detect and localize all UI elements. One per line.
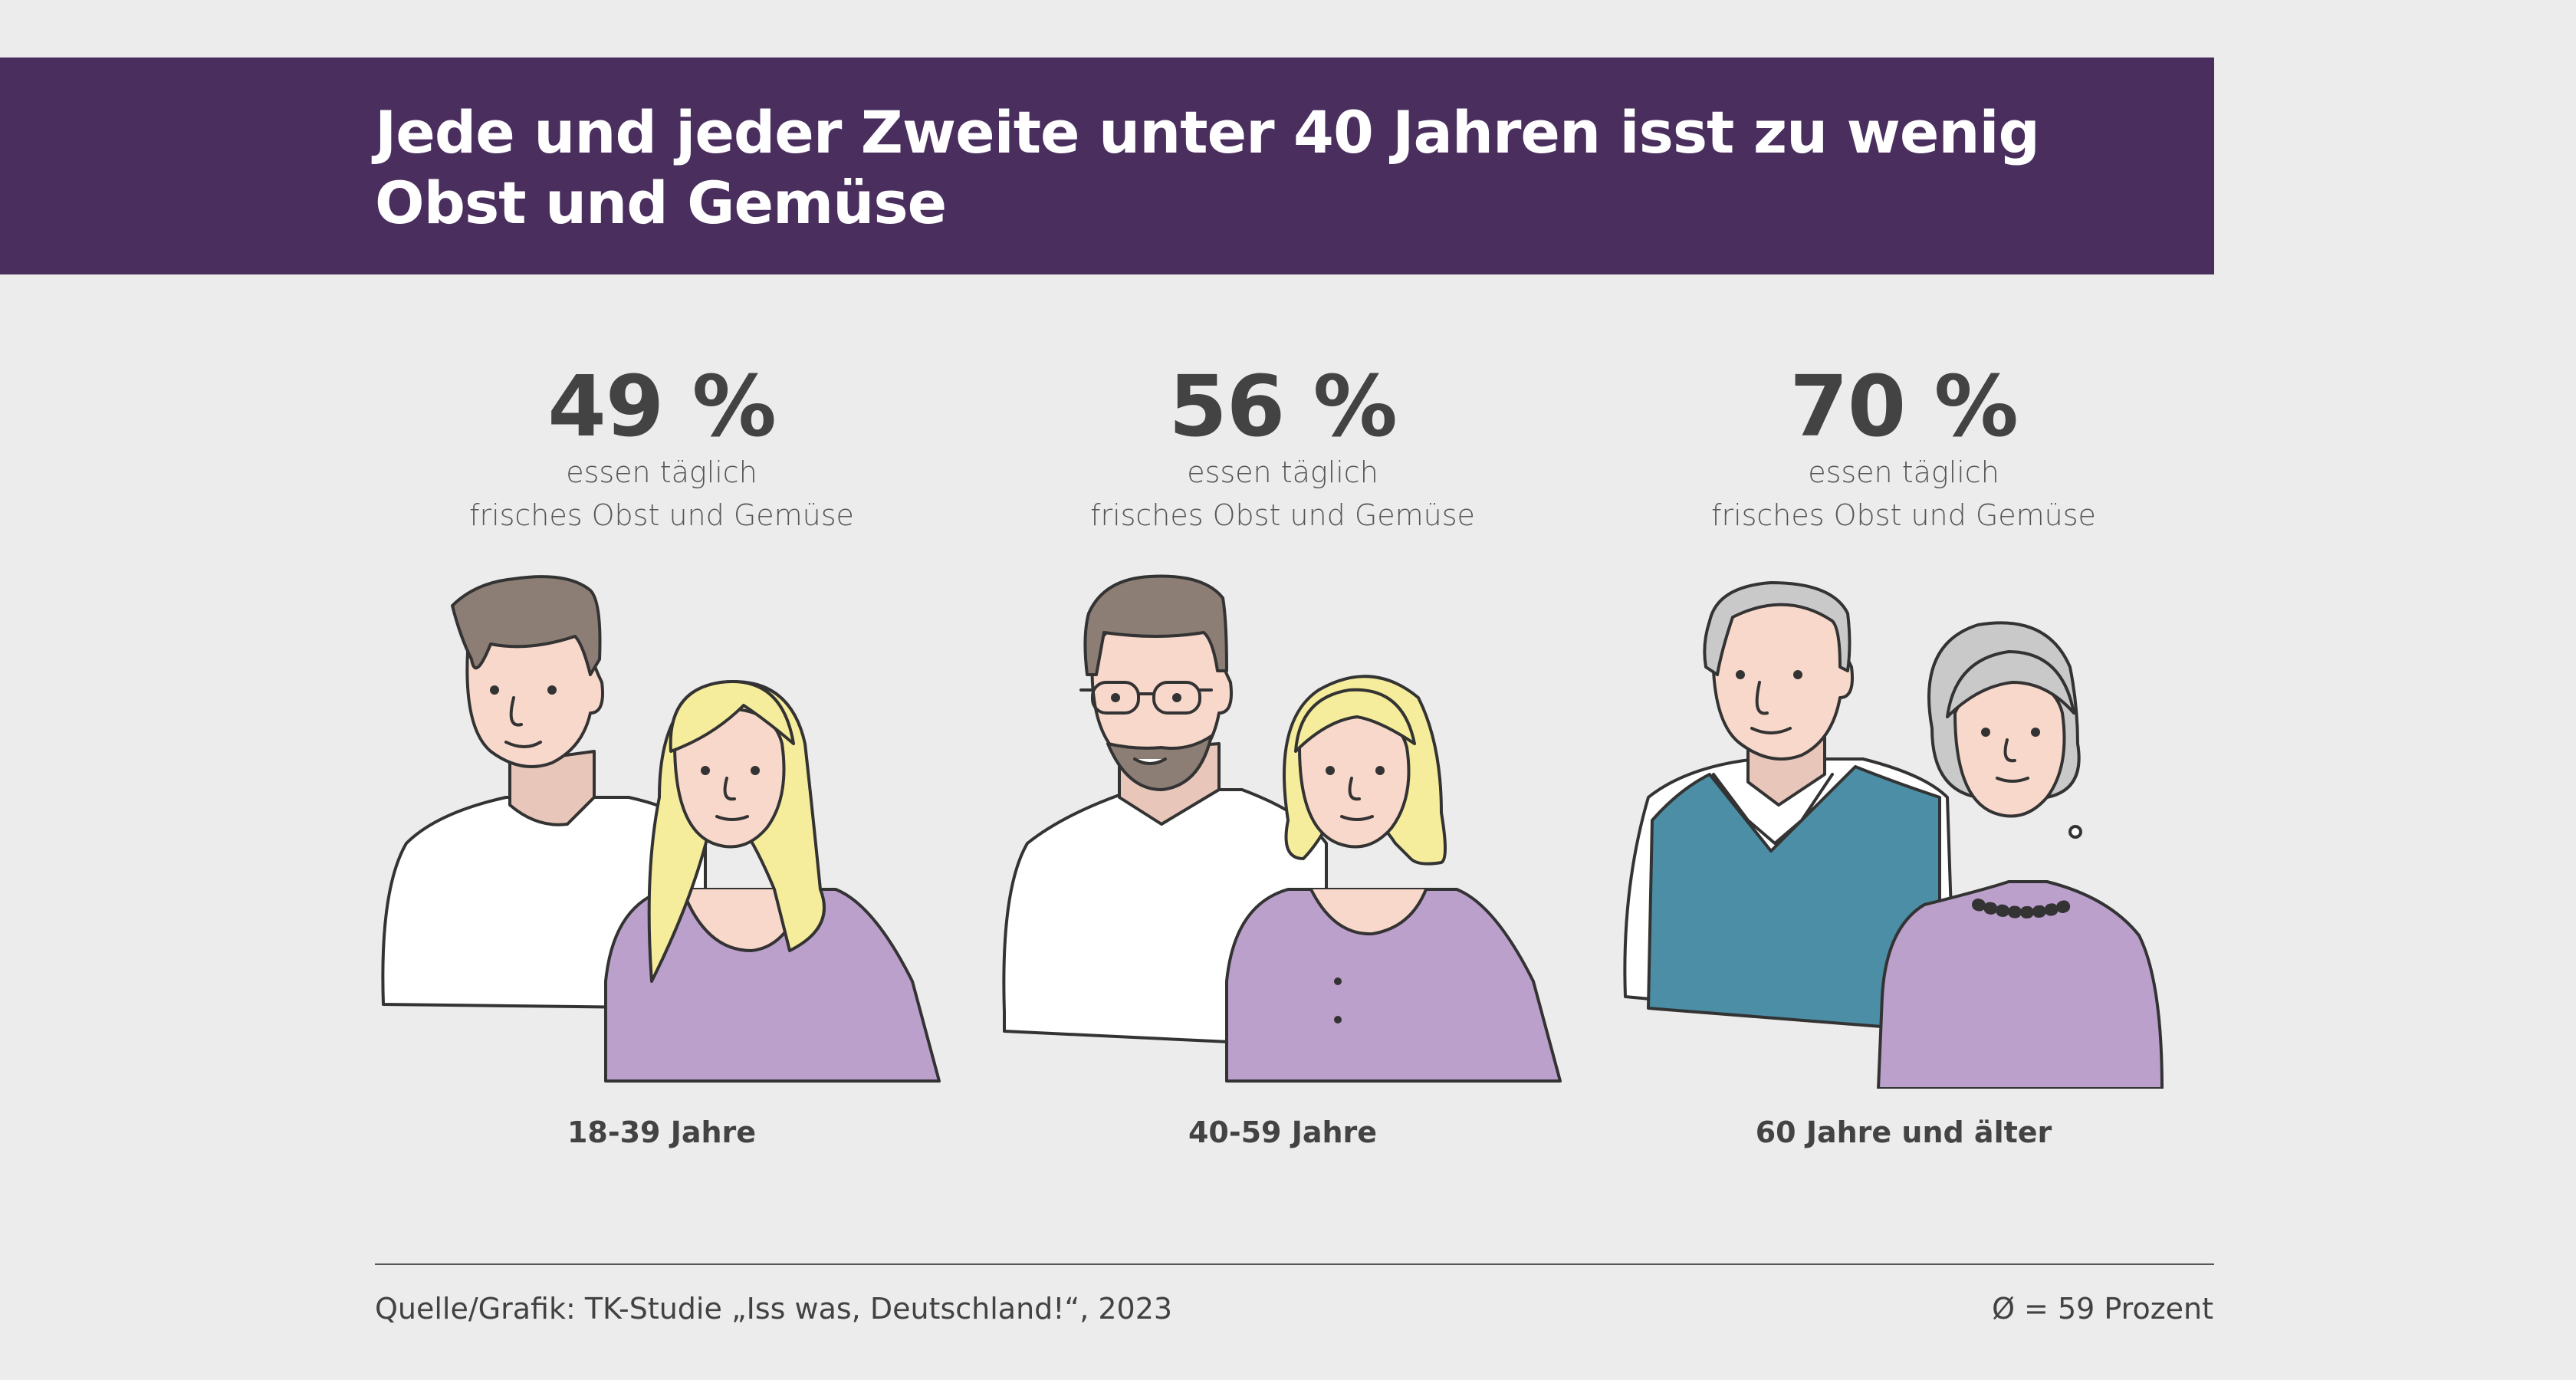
category-label: 40-59 Jahre [1188,1116,1378,1149]
description-line-2: frisches Obst und Gemüse [469,498,854,532]
title-banner: Jede und jeder Zweite unter 40 Jahren is… [0,58,2214,274]
value-label: 70 % [1789,357,2019,455]
illustration-senior-couple [1623,581,2164,1089]
page-title: Jede und jeder Zweite unter 40 Jahren is… [375,97,2138,238]
category-label: 60 Jahre und älter [1755,1116,2052,1149]
group-18-39: 49 % essen täglich frisches Obst und Gem… [393,360,930,538]
source-note: Quelle/Grafik: TK-Studie „Iss was, Deuts… [375,1292,1173,1326]
group-40-59: 56 % essen täglich frisches Obst und Gem… [1014,360,1551,538]
value-label: 49 % [547,357,777,455]
footer-divider [375,1263,2214,1265]
illustration-young-couple [381,575,941,1083]
group-60-plus: 70 % essen täglich frisches Obst und Gem… [1635,360,2172,538]
description-line-1: essen täglich [1808,455,1999,489]
category-label: 18-39 Jahre [567,1116,757,1149]
description-line-1: essen täglich [1187,455,1378,489]
description-line-2: frisches Obst und Gemüse [1090,498,1475,532]
title-line-2: Obst und Gemüse [375,169,947,237]
average-note: Ø = 59 Prozent [1992,1292,2213,1326]
title-line-1: Jede und jeder Zweite unter 40 Jahren is… [375,98,2040,166]
illustration-middle-aged-couple [1002,574,1562,1083]
value-label: 56 % [1168,357,1398,455]
description-line-1: essen täglich [566,455,757,489]
description-line-2: frisches Obst und Gemüse [1711,498,2096,532]
